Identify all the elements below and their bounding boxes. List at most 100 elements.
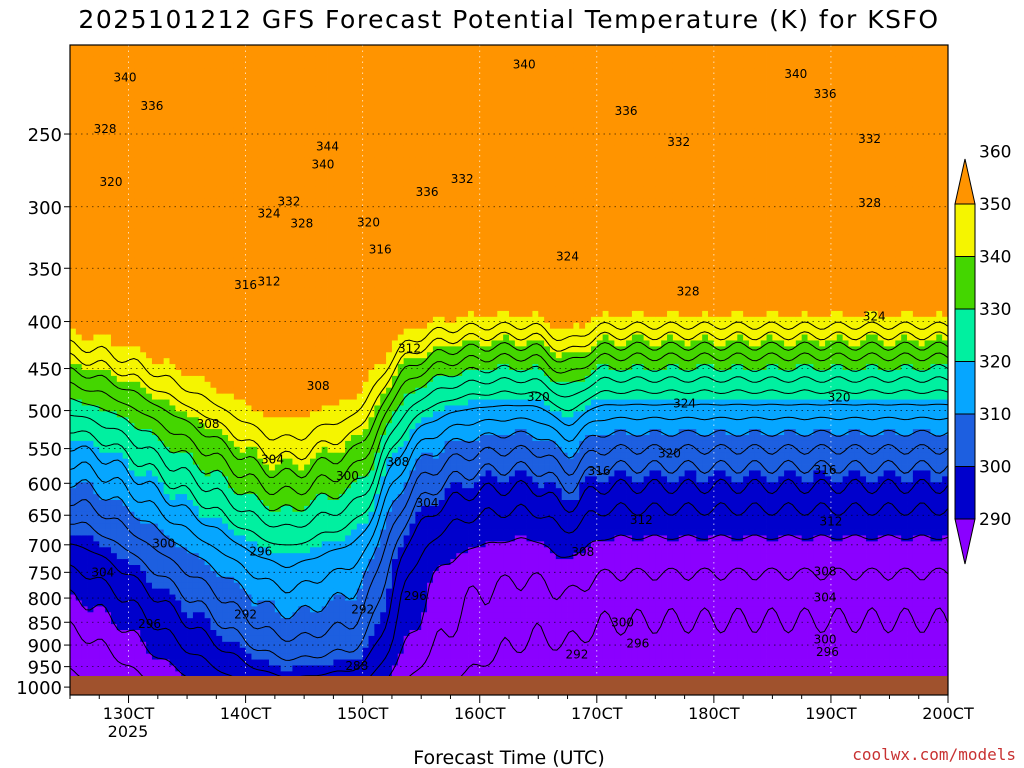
heatmap-cell — [75, 482, 83, 489]
heatmap-cell — [163, 316, 170, 324]
heatmap-cell — [269, 50, 276, 58]
heatmap-cell — [187, 139, 194, 146]
heatmap-cell — [157, 417, 165, 424]
heatmap-cell — [304, 464, 311, 471]
heatmap-cell — [280, 570, 287, 578]
heatmap-cell — [245, 423, 252, 430]
heatmap-cell — [257, 334, 264, 341]
heatmap-cell — [175, 322, 182, 330]
heatmap-cell — [222, 405, 229, 412]
heatmap-cell — [204, 458, 211, 465]
heatmap-cell — [157, 186, 165, 194]
heatmap-cell — [239, 328, 246, 335]
heatmap-cell — [327, 305, 334, 312]
heatmap-cell — [99, 50, 106, 58]
heatmap-cell — [251, 547, 258, 554]
heatmap-cell — [333, 192, 340, 200]
heatmap-cell — [116, 222, 124, 229]
heatmap-cell — [257, 375, 264, 383]
heatmap-cell — [269, 175, 276, 182]
heatmap-cell — [187, 529, 194, 536]
heatmap-cell — [280, 316, 287, 324]
heatmap-cell — [198, 139, 206, 146]
heatmap-cell — [280, 600, 287, 607]
heatmap-cell — [128, 375, 135, 383]
heatmap-cell — [93, 228, 100, 235]
heatmap-cell — [128, 635, 135, 643]
heatmap-cell — [128, 263, 135, 270]
heatmap-cell — [128, 423, 135, 430]
heatmap-cell — [280, 364, 287, 371]
heatmap-cell — [280, 352, 287, 359]
heatmap-cell — [286, 458, 293, 465]
heatmap-cell — [251, 458, 258, 465]
heatmap-cell — [157, 370, 165, 377]
heatmap-cell — [257, 565, 264, 572]
heatmap-cell — [228, 393, 235, 400]
heatmap-cell — [204, 588, 211, 595]
heatmap-cell — [251, 86, 258, 93]
heatmap-cell — [233, 192, 241, 200]
heatmap-cell — [333, 210, 340, 217]
heatmap-cell — [321, 45, 328, 52]
heatmap-cell — [122, 417, 129, 424]
heatmap-cell — [204, 204, 211, 211]
heatmap-cell — [116, 240, 124, 247]
heatmap-cell — [75, 494, 83, 501]
heatmap-cell — [110, 234, 118, 241]
heatmap-cell — [315, 417, 323, 424]
heatmap-cell — [128, 316, 135, 324]
heatmap-cell — [181, 653, 188, 660]
heatmap-cell — [163, 115, 170, 123]
heatmap-cell — [239, 446, 246, 454]
heatmap-cell — [169, 86, 176, 93]
heatmap-cell — [128, 482, 135, 489]
heatmap-cell — [151, 470, 159, 477]
heatmap-cell — [163, 358, 170, 365]
heatmap-cell — [333, 56, 340, 64]
heatmap-cell — [105, 470, 112, 477]
heatmap-cell — [99, 464, 106, 471]
heatmap-cell — [216, 151, 223, 158]
heatmap-cell — [210, 535, 217, 542]
heatmap-cell — [169, 68, 176, 75]
heatmap-cell — [321, 446, 328, 454]
heatmap-cell — [245, 653, 252, 660]
heatmap-cell — [99, 186, 106, 194]
heatmap-cell — [198, 641, 206, 649]
heatmap-cell — [122, 305, 129, 312]
heatmap-cell — [99, 387, 106, 395]
heatmap-cell — [169, 659, 176, 666]
heatmap-cell — [309, 576, 317, 584]
heatmap-cell — [280, 417, 287, 424]
heatmap-cell — [175, 257, 182, 265]
heatmap-cell — [192, 322, 200, 330]
heatmap-cell — [110, 352, 118, 359]
heatmap-cell — [274, 570, 282, 578]
heatmap-cell — [157, 180, 165, 188]
heatmap-cell — [210, 180, 217, 188]
heatmap-cell — [239, 588, 246, 595]
heatmap-cell — [128, 322, 135, 330]
heatmap-cell — [116, 269, 124, 276]
heatmap-cell — [187, 115, 194, 123]
heatmap-cell — [263, 559, 270, 566]
heatmap-cell — [140, 234, 147, 241]
heatmap-cell — [81, 133, 88, 140]
heatmap-cell — [216, 316, 223, 324]
heatmap-cell — [257, 92, 264, 99]
heatmap-cell — [304, 175, 311, 182]
heatmap-cell — [257, 305, 264, 312]
heatmap-cell — [163, 405, 170, 412]
heatmap-cell — [105, 110, 112, 117]
heatmap-cell — [298, 334, 305, 341]
heatmap-cell — [122, 186, 129, 194]
heatmap-cell — [280, 470, 287, 477]
heatmap-cell — [116, 452, 124, 460]
heatmap-cell — [192, 139, 200, 146]
heatmap-cell — [309, 624, 317, 631]
heatmap-cell — [151, 411, 159, 418]
heatmap-cell — [251, 582, 258, 590]
heatmap-cell — [315, 328, 323, 335]
heatmap-cell — [93, 381, 100, 389]
